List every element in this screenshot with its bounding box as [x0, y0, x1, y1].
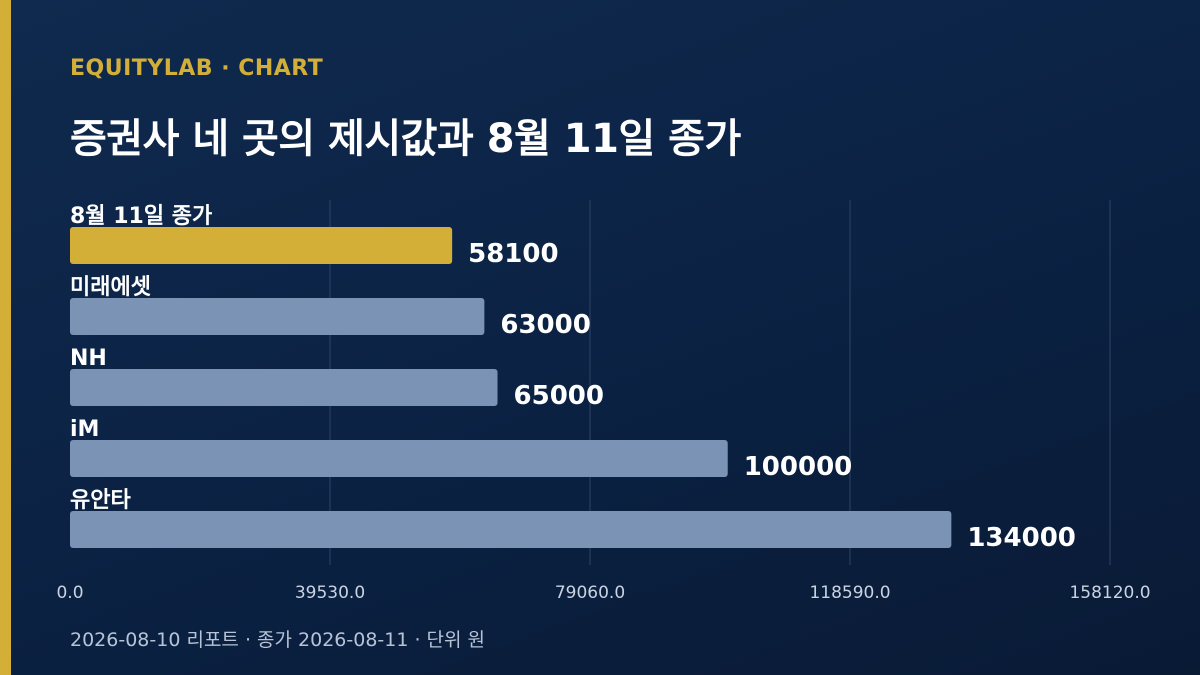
category-label: 8월 11일 종가 [70, 204, 212, 229]
page-title: 증권사 네 곳의 제시값과 8월 11일 종가 [70, 116, 741, 162]
data-label: 65000 [514, 381, 604, 411]
data-label: 63000 [500, 310, 590, 340]
bar [70, 298, 485, 335]
x-tick-label: 39530.0 [295, 583, 365, 603]
data-label: 100000 [744, 452, 853, 482]
accent-bar [0, 0, 11, 675]
category-label: NH [70, 346, 107, 371]
category-label: 미래에셋 [70, 275, 151, 300]
footer-note: 2026-08-10 리포트 · 종가 2026-08-11 · 단위 원 [70, 629, 486, 651]
bar [70, 227, 453, 264]
x-tick-label: 158120.0 [1069, 583, 1150, 603]
bar [70, 440, 728, 477]
category-label: 유안타 [70, 488, 131, 513]
brand-label: EQUITYLAB · CHART [70, 56, 324, 81]
data-label: 58100 [468, 239, 558, 269]
category-label: iM [70, 417, 99, 442]
x-tick-label: 79060.0 [555, 583, 625, 603]
bar [70, 511, 952, 548]
bar [70, 369, 498, 406]
x-tick-label: 118590.0 [809, 583, 890, 603]
data-label: 134000 [967, 523, 1076, 553]
x-tick-label: 0.0 [56, 583, 83, 603]
